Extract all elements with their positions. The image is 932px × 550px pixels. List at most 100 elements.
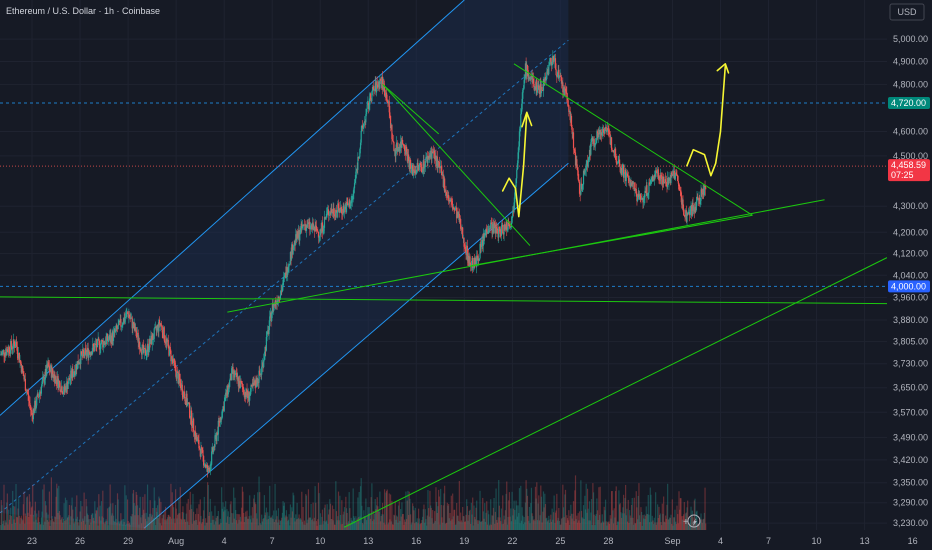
candle-body (229, 373, 231, 381)
volume-bar (77, 522, 79, 530)
volume-bar (608, 523, 611, 530)
time-axis[interactable]: 23 26 29 Aug 4 7 10 13 16 19 22 25 28 Sep 4 7 10 13 16 (27, 536, 918, 546)
volume-bar (475, 507, 477, 530)
volume-bar (315, 520, 318, 530)
candle-body (294, 240, 296, 245)
candle-body (485, 229, 487, 233)
candle-body (581, 185, 583, 190)
volume-bar (448, 503, 450, 530)
candle-body (102, 340, 104, 348)
candle-body (357, 156, 359, 170)
candle-body (42, 377, 44, 382)
volume-bar (411, 522, 413, 530)
candle-body (377, 85, 379, 87)
candle-body (411, 165, 413, 169)
volume-bar (288, 514, 290, 530)
candle-body (80, 351, 82, 365)
volume-bar (275, 519, 277, 530)
volume-bar (367, 507, 369, 530)
volume-bar (572, 501, 575, 530)
candle-body (444, 189, 446, 193)
candle-body (441, 171, 443, 176)
volume-bar (532, 520, 535, 530)
volume-bar (363, 516, 366, 530)
time-tick-label: 13 (860, 536, 870, 546)
candle-body (578, 179, 580, 182)
candle-body (120, 325, 123, 327)
candle-body (0, 354, 2, 356)
candle-body (261, 366, 263, 375)
candle-body (635, 188, 637, 194)
volume-bar (245, 516, 247, 530)
candle-body (557, 69, 559, 73)
candle-body (639, 194, 641, 200)
candle-body (115, 325, 117, 330)
volume-bar (127, 520, 129, 530)
candle-body (405, 146, 408, 152)
volume-bar (124, 524, 127, 530)
candle-body (317, 230, 319, 232)
volume-bar (564, 489, 567, 530)
volume-bar (543, 507, 545, 530)
candle-body (480, 243, 482, 248)
volume-bar (428, 508, 430, 530)
volume-bar (299, 519, 301, 530)
volume-bar (231, 522, 233, 530)
replay-icon[interactable] (687, 514, 701, 528)
candle-body (148, 349, 150, 352)
candle-body (608, 132, 611, 135)
candle-body (646, 185, 648, 197)
volume-bar (90, 522, 92, 530)
volume-bar (509, 516, 511, 530)
candle-body (32, 409, 34, 420)
volume-bar (360, 478, 362, 530)
candle-body (492, 224, 494, 234)
candle-body (424, 167, 426, 169)
candle-body (630, 182, 633, 186)
candle-body (445, 189, 447, 193)
volume-bar (523, 517, 525, 530)
candle-body (488, 228, 490, 230)
candle-body (393, 150, 396, 152)
volume-bar (398, 501, 400, 530)
candle-body (49, 370, 51, 372)
candle-body (213, 446, 215, 452)
volume-bar (692, 517, 694, 530)
time-tick-label: 22 (507, 536, 517, 546)
price-axis[interactable]: 5,000.004,900.004,800.004,600.004,500.00… (893, 34, 928, 528)
candle-body (10, 340, 12, 348)
candle-body (136, 332, 139, 337)
volume-bar (354, 522, 356, 530)
volume-bar (170, 483, 172, 530)
volume-bar (290, 517, 292, 530)
volume-bar (308, 517, 310, 530)
candle-body (129, 317, 131, 319)
volume-bar (204, 525, 206, 530)
volume-bar (665, 515, 667, 530)
candle-body (264, 346, 266, 357)
volume-bar (602, 521, 604, 530)
volume-bar (387, 522, 390, 530)
currency-button[interactable] (889, 3, 925, 21)
volume-bar (29, 501, 31, 530)
candle-body (223, 406, 225, 411)
candle-body (77, 361, 79, 365)
volume-bar (301, 491, 303, 530)
plus-icon[interactable]: + (683, 517, 689, 528)
volume-bar (560, 518, 563, 530)
candle-body (490, 222, 492, 229)
level-tag (888, 96, 930, 109)
volume-bar (373, 513, 376, 530)
volume-bar (458, 480, 460, 530)
price-tick-label: 3,490.00 (893, 432, 928, 442)
candle-body (502, 224, 504, 234)
candle-body (564, 88, 567, 92)
candle-body (180, 383, 182, 390)
volume-bar (10, 515, 12, 530)
candle-body (410, 159, 412, 169)
candle-body (628, 177, 630, 181)
volume-bar (400, 516, 402, 530)
volume-bar (689, 522, 691, 530)
volume-bar (359, 516, 361, 530)
